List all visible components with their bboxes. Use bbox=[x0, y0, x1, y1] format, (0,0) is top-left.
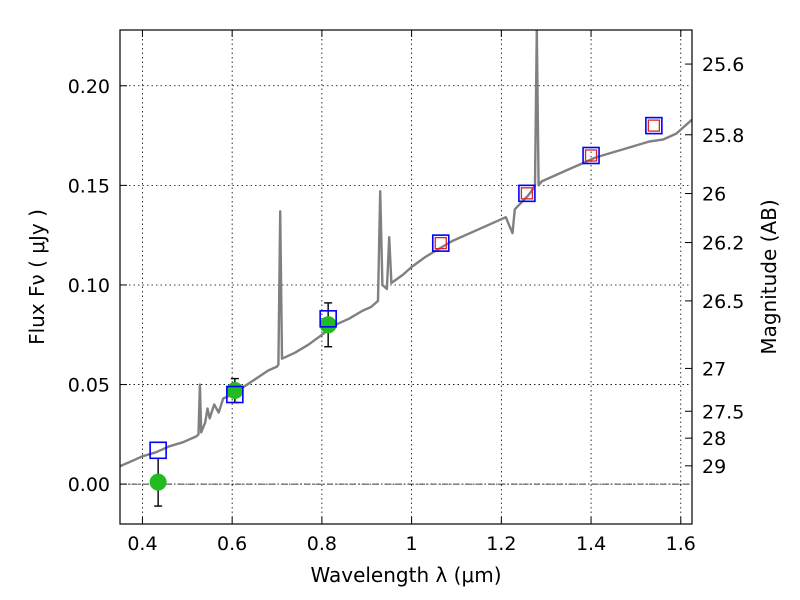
plot-frame bbox=[119, 29, 693, 525]
x-tick-label: 1 bbox=[406, 533, 418, 555]
magnitude-axis-label: Magnitude (AB) bbox=[757, 199, 781, 354]
axis-ticks: 0.4 0.6 0.8 1 1.2 1.4 1.6 0.00 0.05 0.10 0.15 0.20 2… bbox=[68, 30, 744, 555]
spectrum-line bbox=[120, 30, 692, 468]
y-axis-label: Flux Fν ( μJy ) bbox=[25, 209, 49, 345]
observed-flux-point bbox=[319, 316, 337, 334]
magnitude-tick-label: 26 bbox=[702, 184, 726, 206]
predicted-flux-square bbox=[434, 236, 447, 250]
model-flux-square bbox=[518, 184, 536, 203]
model-flux-square bbox=[431, 234, 450, 252]
y-tick-label: 0.05 bbox=[68, 375, 110, 397]
y-tick-label: 0.20 bbox=[68, 76, 110, 98]
x-tick-label: 1.6 bbox=[666, 533, 696, 555]
x-tick-label: 0.8 bbox=[307, 533, 337, 555]
magnitude-tick-label: 27.5 bbox=[702, 401, 744, 423]
x-axis-label: Wavelength λ (μm) bbox=[310, 563, 501, 587]
spectrum bbox=[120, 30, 692, 468]
magnitude-tick-label: 28 bbox=[702, 428, 726, 450]
model-flux-square bbox=[226, 385, 244, 404]
y-tick-label: 0.15 bbox=[68, 175, 110, 197]
observed-flux-point bbox=[226, 382, 244, 400]
photometry-markers bbox=[149, 116, 663, 507]
model-flux-square bbox=[319, 310, 337, 328]
grid-lines bbox=[120, 30, 692, 524]
predicted-flux-square bbox=[647, 119, 661, 132]
predicted-flux-square bbox=[520, 187, 534, 200]
magnitude-tick-label: 29 bbox=[702, 456, 726, 478]
y-tick-label: 0.10 bbox=[68, 275, 110, 297]
x-tick-label: 1.2 bbox=[486, 533, 516, 555]
model-flux-square bbox=[645, 116, 663, 135]
model-flux-square bbox=[149, 441, 167, 460]
magnitude-tick-label: 26.2 bbox=[702, 233, 744, 255]
x-tick-label: 0.6 bbox=[217, 533, 247, 555]
predicted-flux-square bbox=[584, 149, 598, 162]
observed-flux-point bbox=[149, 473, 167, 491]
model-flux-square bbox=[582, 146, 600, 165]
x-tick-label: 0.4 bbox=[127, 533, 157, 555]
x-tick-label: 1.4 bbox=[576, 533, 606, 555]
magnitude-tick-label: 26.5 bbox=[702, 291, 744, 313]
magnitude-tick-label: 25.8 bbox=[702, 125, 744, 147]
y-tick-label: 0.00 bbox=[68, 474, 110, 496]
magnitude-tick-label: 25.6 bbox=[702, 54, 744, 76]
magnitude-tick-label: 27 bbox=[702, 358, 726, 380]
